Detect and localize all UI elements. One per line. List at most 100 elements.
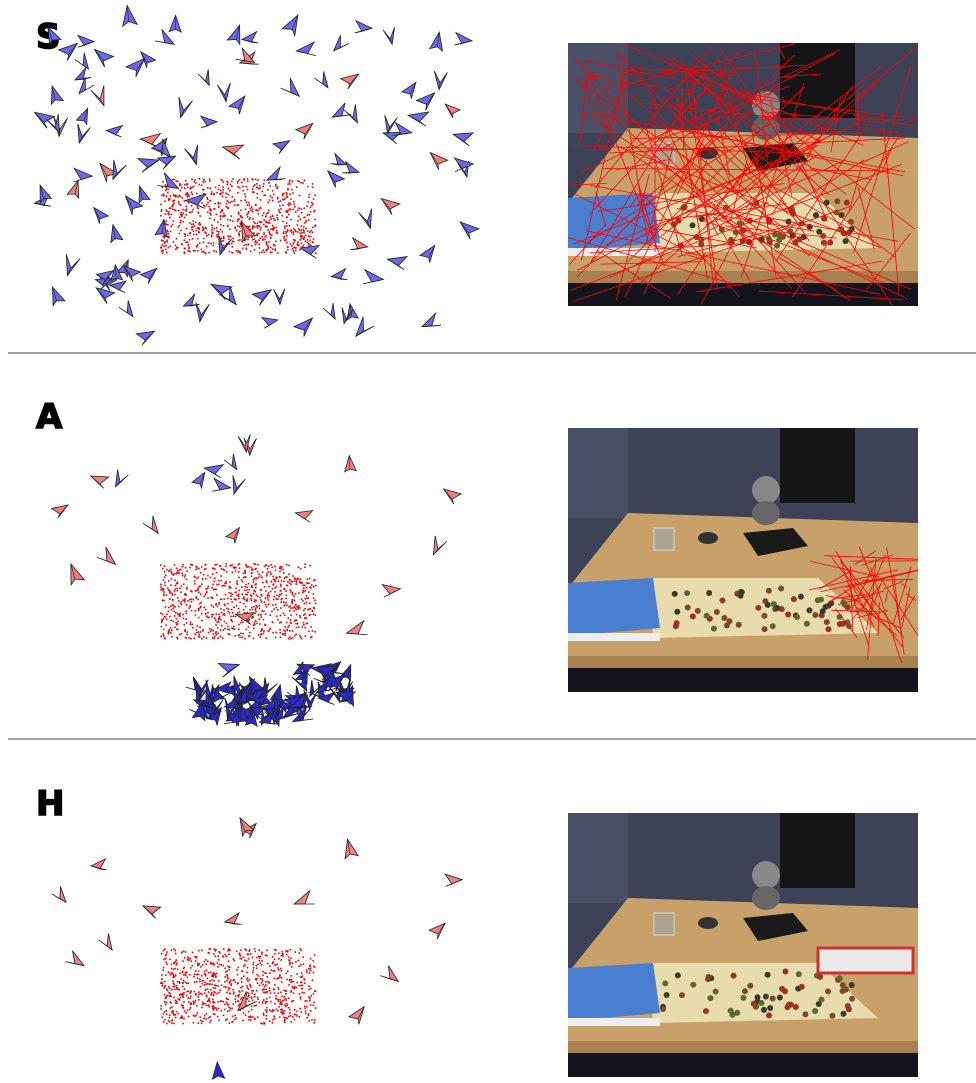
point: [296, 209, 299, 212]
point: [285, 230, 287, 233]
point: [257, 963, 259, 966]
point: [285, 584, 288, 587]
point: [227, 608, 230, 611]
point: [234, 570, 237, 572]
point: [213, 1001, 216, 1004]
point: [166, 251, 168, 254]
camera-edge: [140, 138, 153, 145]
point: [246, 214, 248, 216]
point: [227, 206, 229, 209]
point: [211, 998, 214, 1001]
point: [284, 989, 287, 992]
point: [190, 191, 193, 194]
point: [238, 634, 241, 636]
point: [212, 993, 215, 996]
point: [167, 236, 170, 239]
point: [250, 595, 253, 597]
point: [178, 194, 181, 197]
camera-edge: [147, 159, 160, 168]
match-line: [677, 252, 707, 295]
camera-edge: [115, 481, 121, 488]
point: [285, 239, 287, 241]
point: [178, 232, 181, 235]
point: [271, 621, 274, 624]
point: [217, 233, 219, 235]
point: [219, 989, 221, 992]
point: [273, 1009, 275, 1012]
photo-toy: [752, 861, 780, 889]
camera: [236, 991, 257, 1012]
point: [285, 252, 287, 254]
point: [202, 237, 205, 240]
camera: [76, 34, 96, 48]
point: [220, 568, 223, 570]
point: [308, 213, 311, 216]
point: [245, 576, 247, 578]
point: [271, 251, 273, 254]
point: [162, 1021, 165, 1023]
point: [221, 231, 224, 233]
point: [167, 986, 170, 988]
point: [222, 186, 224, 188]
camera-edge: [164, 42, 175, 45]
point: [169, 590, 171, 592]
point: [285, 251, 287, 253]
point: [286, 1004, 288, 1007]
point: [247, 994, 250, 997]
photo-monitor: [780, 43, 855, 118]
point: [247, 620, 250, 623]
point: [310, 201, 313, 204]
camera-edge: [236, 614, 247, 622]
point: [308, 602, 311, 605]
point: [248, 950, 250, 952]
point: [186, 193, 189, 196]
point: [197, 598, 199, 601]
point: [164, 616, 167, 618]
point: [274, 248, 277, 250]
point: [288, 202, 291, 204]
point: [195, 973, 198, 976]
point: [286, 629, 289, 632]
point: [221, 1000, 223, 1002]
point: [293, 595, 295, 597]
point: [218, 579, 220, 582]
point: [197, 635, 200, 638]
point: [219, 215, 222, 218]
point: [240, 632, 242, 635]
point: [201, 982, 204, 985]
point: [279, 1003, 281, 1006]
point: [274, 983, 276, 986]
point: [183, 251, 186, 253]
point: [275, 631, 277, 634]
point: [231, 627, 233, 630]
point: [303, 231, 305, 234]
point: [251, 569, 253, 571]
point: [188, 974, 191, 976]
point: [209, 971, 212, 973]
point: [280, 607, 282, 609]
point: [252, 961, 255, 964]
point: [294, 247, 297, 249]
point: [223, 569, 226, 572]
point: [261, 989, 264, 991]
photo-poster-dot: [849, 995, 856, 1002]
camera: [33, 111, 56, 129]
point: [206, 198, 209, 201]
point: [301, 976, 303, 978]
point: [305, 1000, 308, 1002]
point: [295, 603, 297, 606]
point: [220, 984, 223, 986]
point: [311, 241, 314, 243]
point: [232, 979, 235, 981]
point: [189, 566, 191, 569]
point: [238, 993, 241, 996]
point: [190, 609, 193, 612]
point: [274, 603, 277, 606]
point: [285, 576, 287, 579]
point: [163, 571, 166, 573]
point: [280, 598, 283, 601]
point: [171, 594, 174, 596]
point: [234, 1014, 236, 1017]
point: [301, 246, 304, 248]
match-line: [807, 137, 818, 156]
